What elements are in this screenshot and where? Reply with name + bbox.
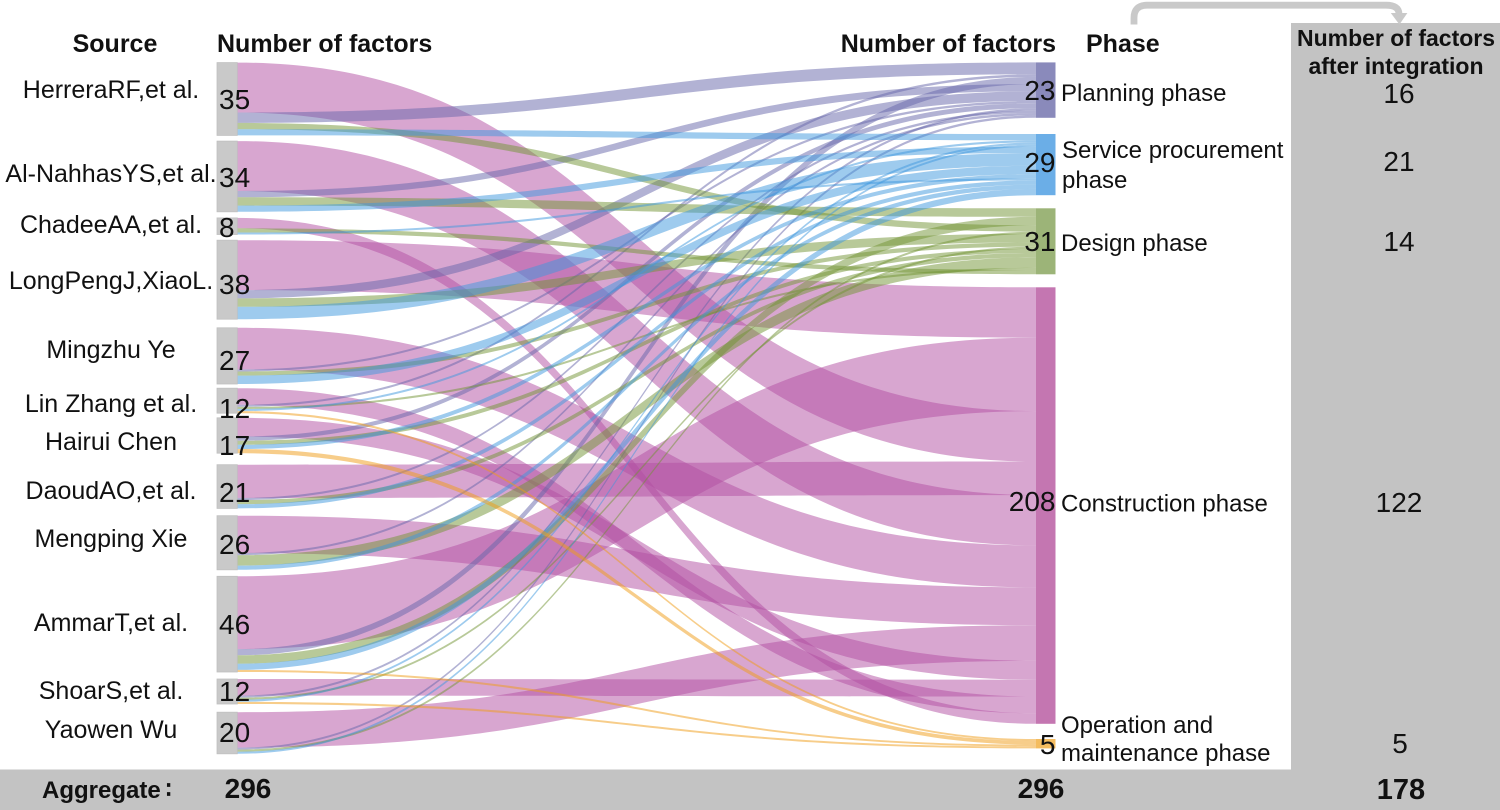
svg-text:20: 20 — [219, 717, 250, 748]
svg-text:208: 208 — [1009, 486, 1056, 517]
svg-text:HerreraRF,et al.: HerreraRF,et al. — [23, 76, 199, 104]
svg-text:Aggregate ∶: Aggregate ∶ — [42, 777, 172, 804]
svg-text:Construction phase: Construction phase — [1061, 491, 1268, 518]
svg-text:LongPengJ,XiaoL.: LongPengJ,XiaoL. — [9, 267, 213, 295]
svg-text:Al-NahhasYS,et al.: Al-NahhasYS,et al. — [5, 160, 216, 188]
svg-text:Phase: Phase — [1086, 30, 1160, 58]
svg-text:Number of factors: Number of factors — [217, 30, 432, 58]
svg-text:21: 21 — [1383, 146, 1414, 177]
svg-text:Lin Zhang et al.: Lin Zhang et al. — [25, 390, 197, 418]
svg-text:after integration: after integration — [1308, 53, 1483, 79]
svg-text:29: 29 — [1024, 147, 1055, 178]
svg-text:Hairui Chen: Hairui Chen — [45, 428, 177, 456]
svg-text:17: 17 — [219, 430, 250, 461]
svg-text:14: 14 — [1383, 226, 1414, 257]
svg-text:31: 31 — [1024, 226, 1055, 257]
svg-text:178: 178 — [1377, 774, 1425, 806]
svg-text:46: 46 — [219, 609, 250, 640]
svg-text:23: 23 — [1024, 75, 1055, 106]
svg-text:AmmarT,et al.: AmmarT,et al. — [34, 609, 188, 637]
svg-text:5: 5 — [1392, 728, 1408, 759]
svg-text:Number of factors: Number of factors — [841, 30, 1056, 58]
svg-text:12: 12 — [219, 393, 250, 424]
svg-text:35: 35 — [219, 84, 250, 115]
svg-text:27: 27 — [219, 345, 250, 376]
svg-text:phase: phase — [1062, 167, 1127, 194]
svg-text:Planning phase: Planning phase — [1061, 80, 1226, 107]
svg-text:ShoarS,et al.: ShoarS,et al. — [39, 677, 184, 705]
svg-text:5: 5 — [1040, 729, 1056, 760]
svg-text:Yaowen Wu: Yaowen Wu — [45, 716, 177, 744]
svg-text:34: 34 — [219, 162, 250, 193]
svg-text:Source: Source — [73, 30, 158, 58]
svg-text:8: 8 — [219, 212, 235, 243]
svg-text:Service procurement: Service procurement — [1062, 137, 1284, 164]
svg-text:38: 38 — [219, 269, 250, 300]
svg-text:Number of factors: Number of factors — [1297, 25, 1495, 51]
svg-text:DaoudAO,et al.: DaoudAO,et al. — [26, 477, 197, 505]
svg-text:122: 122 — [1376, 487, 1423, 518]
svg-text:16: 16 — [1383, 78, 1414, 109]
svg-text:Operation and: Operation and — [1061, 712, 1213, 739]
svg-text:ChadeeAA,et al.: ChadeeAA,et al. — [20, 211, 202, 239]
svg-text:12: 12 — [219, 676, 250, 707]
svg-text:296: 296 — [225, 773, 272, 804]
svg-text:Mingzhu Ye: Mingzhu Ye — [46, 336, 175, 364]
svg-text:Mengping Xie: Mengping Xie — [35, 525, 188, 553]
svg-text:maintenance phase: maintenance phase — [1061, 740, 1270, 767]
svg-text:26: 26 — [219, 529, 250, 560]
svg-text:21: 21 — [219, 477, 250, 508]
svg-text:Design phase: Design phase — [1061, 230, 1208, 257]
svg-text:296: 296 — [1018, 773, 1065, 804]
